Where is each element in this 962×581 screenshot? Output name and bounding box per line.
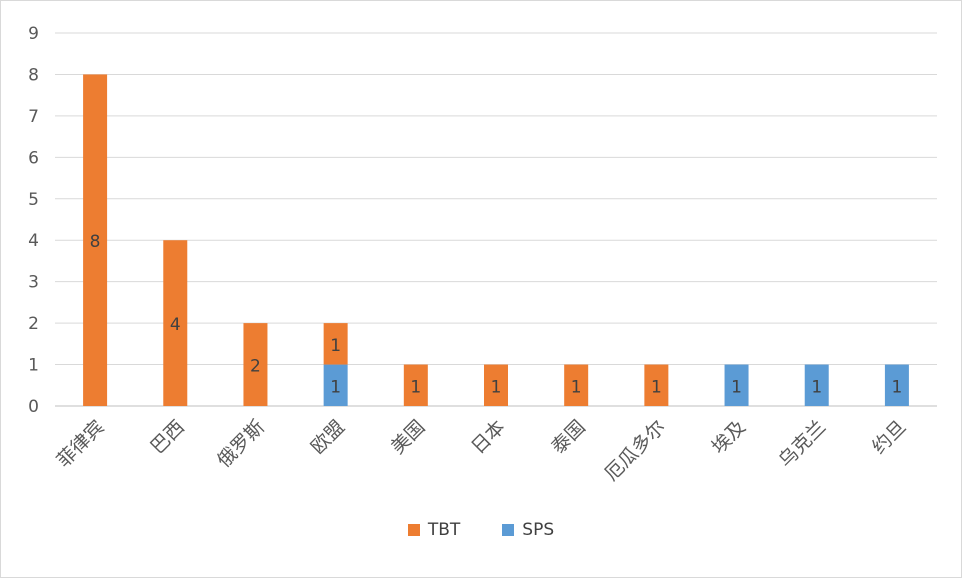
data-label: 1 [491,377,502,397]
x-tick-label: 泰国 [547,416,589,458]
data-label: 1 [330,336,341,356]
y-tick-label: 9 [28,24,39,44]
legend-item-sps: SPS [502,520,554,540]
data-label: 4 [170,315,181,335]
y-tick-label: 4 [28,231,39,251]
x-tick-label: 乌克兰 [774,416,830,472]
bar-tbt [163,240,188,406]
data-label: 2 [250,357,261,377]
bar-tbt [243,323,268,406]
x-tick-label: 菲律宾 [53,416,109,472]
legend-item-tbt: TBT [407,520,461,540]
x-tick-label: 日本 [467,416,509,458]
bar-sps [884,364,909,406]
bar-tbt [403,364,428,406]
bar-sps [323,364,348,406]
data-label: 8 [90,232,101,252]
legend-swatch-sps [502,524,515,536]
data-label: 1 [891,377,902,397]
y-tick-label: 3 [28,273,39,293]
data-label: 1 [410,377,421,397]
data-label: 1 [731,377,742,397]
data-label: 1 [651,377,662,397]
data-label: 1 [330,377,341,397]
bar-tbt [83,74,108,406]
x-tick-label: 俄罗斯 [213,416,269,472]
legend-swatch-tbt [407,524,420,536]
y-tick-label: 5 [28,190,39,210]
y-tick-label: 6 [28,148,39,168]
y-tick-label: 0 [28,397,39,417]
bar-sps [804,364,829,406]
bar-tbt [564,364,589,406]
x-tick-label: 巴西 [146,416,188,458]
bar-tbt [644,364,669,406]
x-tick-label: 埃及 [708,416,750,458]
legend: TBT SPS [1,520,961,540]
y-tick-label: 7 [28,107,39,127]
x-tick-label: 厄瓜多尔 [601,416,670,485]
bar-tbt [323,323,348,365]
y-tick-label: 8 [28,65,39,85]
bar-sps [724,364,749,406]
bar-tbt [484,364,508,406]
data-label: 1 [811,377,822,397]
x-tick-label: 美国 [387,416,429,458]
legend-label-tbt: TBT [427,520,461,540]
data-label: 1 [571,377,582,397]
x-tick-label: 约旦 [868,416,910,458]
y-tick-label: 1 [28,356,39,376]
x-tick-label: 欧盟 [307,416,349,458]
legend-label-sps: SPS [522,520,555,540]
y-tick-label: 2 [28,314,39,334]
